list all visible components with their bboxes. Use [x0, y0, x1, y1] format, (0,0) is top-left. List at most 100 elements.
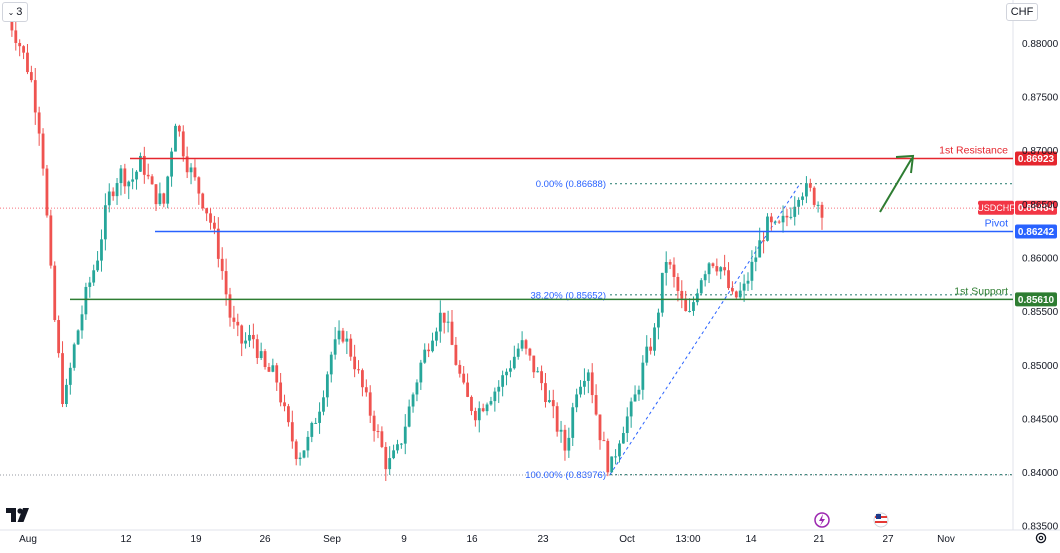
- candle-body: [162, 193, 166, 204]
- candle-body: [419, 362, 423, 383]
- candle-body: [318, 411, 321, 423]
- candle-body: [618, 443, 621, 457]
- candle-body: [583, 380, 586, 387]
- currency-button[interactable]: CHF: [1006, 3, 1038, 21]
- candle-body: [711, 263, 715, 267]
- lightning-bolt-glyph: [819, 514, 825, 526]
- tradingview-logo-icon[interactable]: [6, 508, 32, 522]
- time-tick-label: 23: [537, 534, 549, 545]
- candle-body: [734, 291, 738, 298]
- price-tick-label: 0.83500: [1022, 522, 1059, 533]
- lightning-event-icon[interactable]: [814, 512, 830, 528]
- candle-body: [72, 344, 76, 368]
- candle-body: [357, 369, 360, 371]
- time-tick-label: 9: [401, 534, 407, 545]
- candle-body: [606, 440, 610, 473]
- candle-body: [224, 271, 228, 295]
- candle-body: [33, 80, 37, 113]
- candle-body: [364, 387, 368, 393]
- candle-body: [423, 349, 427, 363]
- candle-body: [65, 384, 68, 405]
- candle-body: [520, 340, 524, 349]
- candle-body: [205, 208, 209, 214]
- candle-body: [719, 267, 723, 272]
- candle-body: [193, 167, 197, 178]
- level-price-tag: [1015, 292, 1057, 307]
- us-flag-canton: [876, 514, 881, 519]
- candle-body: [657, 312, 660, 328]
- level-name-label: Pivot: [985, 218, 1008, 230]
- candle-body: [431, 340, 434, 352]
- candle-body: [540, 371, 543, 384]
- candle-body: [181, 131, 185, 157]
- candle-body: [76, 330, 80, 345]
- gear-icon[interactable]: [1034, 531, 1048, 545]
- candle-body: [384, 446, 388, 470]
- candle-body: [322, 397, 325, 412]
- time-tick-label: 13:00: [675, 534, 700, 545]
- candle-body: [723, 267, 727, 271]
- candle-body: [435, 331, 438, 341]
- candle-body: [349, 338, 353, 357]
- candle-body: [290, 422, 294, 442]
- candle-body: [754, 257, 758, 262]
- candle-body: [789, 216, 793, 218]
- candle-body: [812, 187, 816, 205]
- candle-body: [481, 408, 485, 412]
- level-price-tag: [1015, 151, 1057, 166]
- candle-body: [361, 370, 364, 388]
- candle-body: [201, 193, 205, 209]
- candle-body: [633, 394, 637, 402]
- candle-body: [509, 368, 512, 372]
- candle-body: [259, 351, 263, 359]
- candle-body: [298, 457, 302, 460]
- candle-body: [240, 325, 244, 344]
- candle-body: [684, 298, 688, 312]
- time-tick-label: Nov: [937, 534, 955, 545]
- interval-menu[interactable]: ⌄ 3: [2, 2, 28, 22]
- time-tick-label: 27: [882, 534, 894, 545]
- candle-body: [563, 429, 567, 451]
- candle-body: [629, 401, 633, 417]
- candle-body: [37, 112, 41, 134]
- candle-body: [392, 450, 395, 459]
- fib-level-label: 0.00% (0.86688): [536, 179, 606, 190]
- candle-body: [454, 344, 458, 365]
- axes: 0.88000 0.87500 0.87000 0.86500 0.86000 0.855…: [0, 39, 1059, 545]
- candle-body: [142, 155, 146, 175]
- candle-body: [816, 204, 820, 206]
- candle-body: [80, 314, 84, 331]
- time-tick-label: 19: [190, 534, 202, 545]
- candle-body: [477, 408, 481, 421]
- candle-body: [166, 176, 170, 204]
- level-price-value: 0.85610: [1018, 295, 1055, 306]
- candle-body: [103, 205, 107, 240]
- candle-body: [766, 216, 769, 241]
- candle-body: [403, 426, 407, 444]
- candle-body: [57, 320, 61, 354]
- candle-body: [703, 274, 707, 281]
- candle-body: [532, 355, 536, 373]
- time-tick-label: 26: [259, 534, 271, 545]
- candle-body: [119, 168, 123, 184]
- candle-body: [450, 321, 454, 345]
- candle-body: [271, 365, 275, 372]
- candle-body: [287, 406, 290, 423]
- candle-body: [92, 270, 96, 283]
- candle-body: [396, 444, 399, 451]
- price-tick-label: 0.86500: [1022, 200, 1059, 211]
- candle-body: [411, 394, 415, 407]
- candle-body: [61, 353, 64, 405]
- price-tick-label: 0.84000: [1022, 468, 1059, 479]
- candle-body: [489, 401, 493, 405]
- candle-body: [18, 42, 22, 47]
- event-icons[interactable]: [814, 512, 889, 528]
- candle-body: [306, 436, 310, 451]
- time-tick-label: Sep: [323, 534, 341, 545]
- candle-body: [590, 372, 594, 396]
- candle-body: [314, 422, 318, 424]
- level-price-tag: [1015, 224, 1057, 239]
- candle-body: [310, 422, 314, 437]
- candle-body: [473, 410, 477, 421]
